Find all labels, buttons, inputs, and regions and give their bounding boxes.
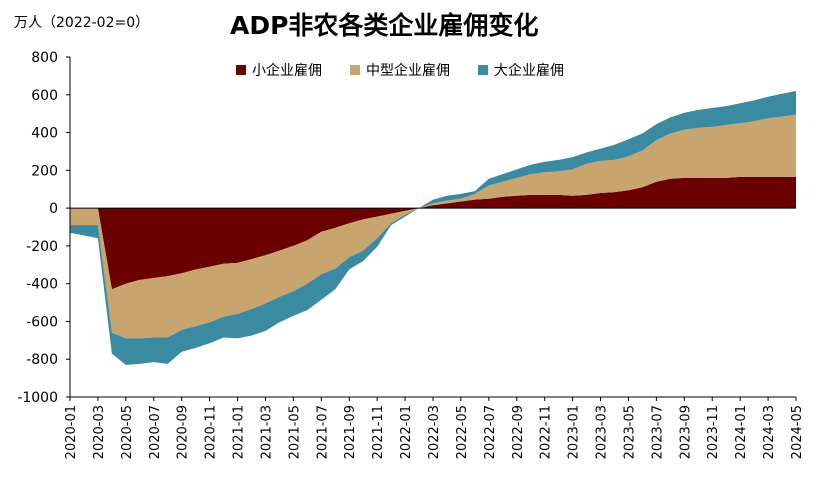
legend-label-medium: 中型企业雇佣: [366, 63, 450, 79]
x-tick-label: 2020-11: [204, 405, 219, 459]
x-tick-label: 2020-03: [92, 405, 107, 459]
x-tick-label: 2023-03: [595, 405, 610, 459]
x-tick-label: 2021-01: [232, 405, 247, 459]
x-tick-label: 2020-07: [148, 405, 163, 459]
legend-label-large: 大企业雇佣: [494, 63, 564, 79]
x-tick-label: 2021-05: [287, 405, 302, 459]
x-tick-label: 2021-07: [315, 405, 330, 459]
y-tick-label: 600: [31, 88, 58, 104]
legend-swatch-large: [478, 65, 488, 75]
legend-item-small: 小企业雇佣: [236, 60, 322, 80]
legend-item-medium: 中型企业雇佣: [350, 60, 450, 80]
x-tick-label: 2020-01: [64, 405, 79, 459]
chart-legend: 小企业雇佣 中型企业雇佣 大企业雇佣: [236, 60, 564, 80]
x-tick-label: 2022-09: [511, 405, 526, 459]
x-tick-label: 2022-05: [455, 405, 470, 459]
y-tick-label: -1000: [17, 390, 58, 406]
x-tick-label: 2023-07: [650, 405, 665, 459]
y-tick-label: -400: [26, 277, 58, 293]
x-tick-label: 2023-01: [567, 405, 582, 459]
y-tick-label: 400: [31, 126, 58, 142]
series-area-2: [70, 91, 796, 365]
y-tick-label: -200: [26, 239, 58, 255]
legend-swatch-medium: [350, 65, 360, 75]
x-tick-label: 2023-09: [678, 405, 693, 459]
x-tick-label: 2022-11: [539, 405, 554, 459]
x-tick-label: 2020-09: [176, 405, 191, 459]
x-tick-label: 2022-03: [427, 405, 442, 459]
series-area-1: [70, 114, 796, 339]
x-tick-label: 2024-03: [762, 405, 777, 459]
x-tick-label: 2021-09: [343, 405, 358, 459]
x-tick-label: 2023-11: [706, 405, 721, 459]
y-axis-unit-label: 万人（2022-02=0）: [14, 15, 150, 31]
y-tick-label: -800: [26, 352, 58, 368]
y-tick-label: 200: [31, 163, 58, 179]
series-area-0: [70, 176, 796, 290]
x-tick-label: 2021-03: [259, 405, 274, 459]
x-tick-label: 2022-01: [399, 405, 414, 459]
legend-item-large: 大企业雇佣: [478, 60, 564, 80]
x-tick-label: 2020-05: [120, 405, 135, 459]
chart-title: ADP非农各类企业雇佣变化: [230, 11, 539, 40]
legend-swatch-small: [236, 65, 246, 75]
x-tick-label: 2024-01: [734, 405, 749, 459]
x-tick-label: 2023-05: [622, 405, 637, 459]
x-tick-label: 2021-11: [371, 405, 386, 459]
y-tick-label: 800: [31, 50, 58, 66]
x-tick-label: 2022-07: [483, 405, 498, 459]
legend-label-small: 小企业雇佣: [252, 63, 322, 79]
x-tick-label: 2024-05: [790, 405, 805, 459]
y-tick-label: 0: [49, 201, 58, 217]
y-tick-label: -600: [26, 314, 58, 330]
